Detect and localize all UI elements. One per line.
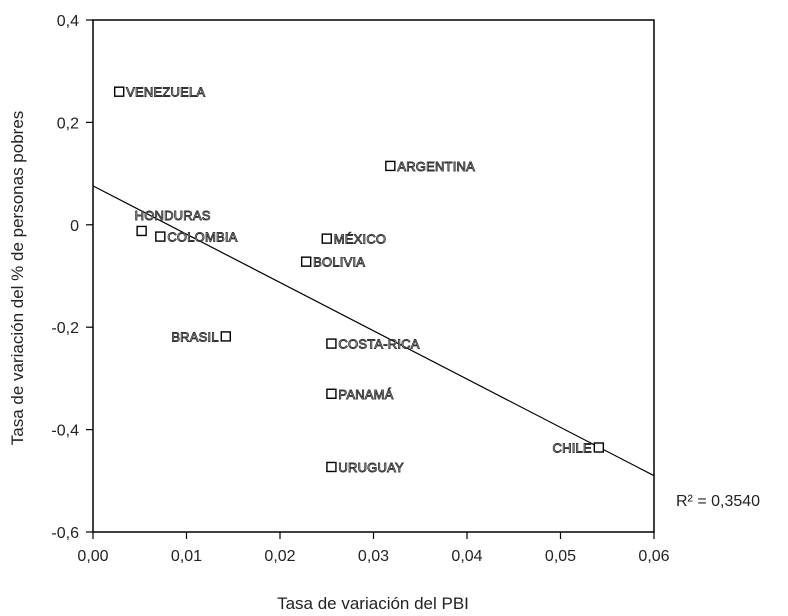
data-point-marker: [113, 86, 125, 97]
data-point-marker: [155, 231, 166, 242]
x-tick-label: 0,06: [638, 548, 669, 565]
data-point-label: MÉXICO: [334, 232, 386, 247]
data-point-label: COSTA-RICA: [338, 337, 419, 352]
data-point-label: ARGENTINA: [397, 159, 475, 174]
y-tick-label: -0,4: [51, 423, 79, 440]
data-point-marker: [326, 388, 337, 399]
data-points: VENEZUELA ARGENTINA HONDURAS COLOMBIA MÉXICO…: [113, 84, 605, 475]
x-tick-label: 0,00: [77, 548, 108, 565]
x-tick-label: 0,04: [451, 548, 482, 565]
y-tick-label: 0,2: [57, 115, 79, 132]
x-axis: 0,00 0,01 0,02 0,03 0,04 0,05 0,06: [77, 532, 670, 565]
data-point-label: PANAMÁ: [338, 387, 393, 402]
x-tick-label: 0,02: [264, 548, 295, 565]
y-tick-label: -0,6: [51, 525, 79, 542]
trendline: [92, 185, 655, 477]
data-point-marker: [326, 338, 337, 349]
data-point-marker: [385, 160, 396, 172]
y-axis-title: Tasa de variación del % de personas pobr…: [8, 111, 27, 446]
y-tick-label: -0,2: [51, 320, 79, 337]
data-point-marker: [326, 461, 337, 473]
data-point-marker: [593, 442, 605, 453]
data-point-label: URUGUAY: [338, 460, 404, 475]
r-squared-label: R² = 0,3540: [676, 493, 760, 510]
y-axis: -0,6 -0,4 -0,2 0 0,2 0,4: [51, 13, 93, 542]
data-point-label: VENEZUELA: [126, 85, 205, 100]
data-point-marker: [136, 225, 147, 237]
x-axis-title: Tasa de variación del PBI: [277, 594, 469, 613]
data-point-label: BOLIVIA: [313, 255, 365, 270]
data-point-label: COLOMBIA: [167, 230, 237, 245]
x-tick-label: 0,01: [171, 548, 202, 565]
data-point-marker: [300, 256, 312, 267]
x-tick-label: 0,05: [545, 548, 576, 565]
data-point-marker: [321, 233, 332, 244]
x-tick-label: 0,03: [358, 548, 389, 565]
data-point-label: BRASIL: [171, 329, 218, 344]
y-tick-label: 0: [70, 218, 79, 235]
plot-area: [92, 19, 655, 533]
y-tick-label: 0,4: [57, 13, 79, 30]
data-point-label: HONDURAS: [135, 208, 211, 223]
data-point-marker: [220, 331, 231, 342]
data-point-label: CHILE: [553, 441, 592, 456]
